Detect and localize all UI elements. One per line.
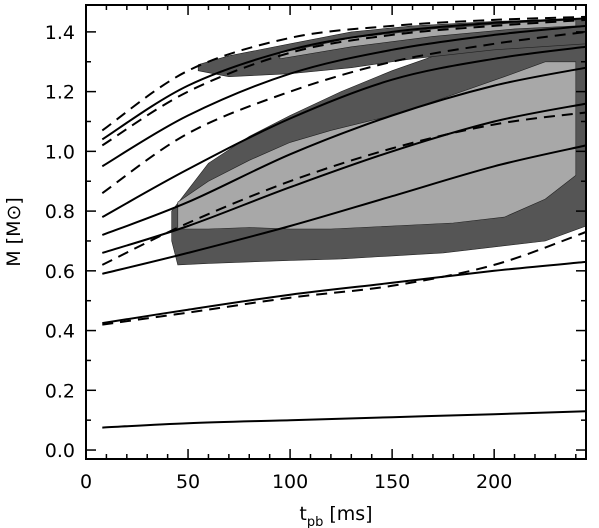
- x-axis-label: tpb [ms]: [299, 503, 372, 528]
- x-tick-label: 150: [374, 471, 410, 493]
- x-tick-label: 0: [80, 471, 92, 493]
- y-tick-label: 0.2: [45, 380, 75, 402]
- mass-shell-solid-line-0: [102, 410, 587, 429]
- mass-shell-solid-line-7: [101, 45, 587, 218]
- y-axis-label: M [M⊙]: [3, 197, 25, 267]
- x-tick-label: 50: [176, 471, 200, 493]
- shaded-regions: [171, 18, 587, 266]
- mass-shell-dashed-line-2: [102, 231, 587, 326]
- axis-ticks: [85, 5, 586, 459]
- plot-frame: [85, 4, 587, 460]
- mass-shell-dashed-line-10: [101, 18, 587, 147]
- region-light-1: [177, 61, 577, 230]
- y-tick-label: 0.6: [45, 261, 75, 283]
- mass-shell-solid-line-1: [102, 260, 587, 325]
- x-tick-label: 100: [272, 471, 308, 493]
- y-tick-label: 1.4: [45, 22, 75, 44]
- x-tick-labels: 0 50 100 150 200: [80, 471, 512, 493]
- mass-shell-solid-line-6: [101, 66, 587, 236]
- y-tick-label: 0.4: [45, 321, 75, 343]
- y-tick-labels: 0.0 0.2 0.4 0.6 0.8 1.0 1.2 1.4: [45, 22, 75, 462]
- mass-shell-solid-line-4: [101, 102, 587, 254]
- x-tick-label: 200: [476, 471, 512, 493]
- y-tick-label: 1.2: [45, 82, 75, 104]
- y-tick-label: 1.0: [45, 141, 75, 163]
- y-tick-label: 0.8: [45, 201, 75, 223]
- mass-shell-solid-line-3: [102, 144, 587, 275]
- mass-shell-dashed-line-5: [101, 111, 587, 266]
- mass-shell-solid-line-9: [101, 24, 587, 168]
- mass-shell-dashed-line-8: [101, 30, 587, 195]
- mass-shell-solid-line-11: [101, 17, 587, 141]
- y-tick-label: 0.0: [45, 440, 75, 462]
- mass-shell-lines: [101, 15, 587, 429]
- mass-shell-dashed-line-12: [101, 15, 587, 132]
